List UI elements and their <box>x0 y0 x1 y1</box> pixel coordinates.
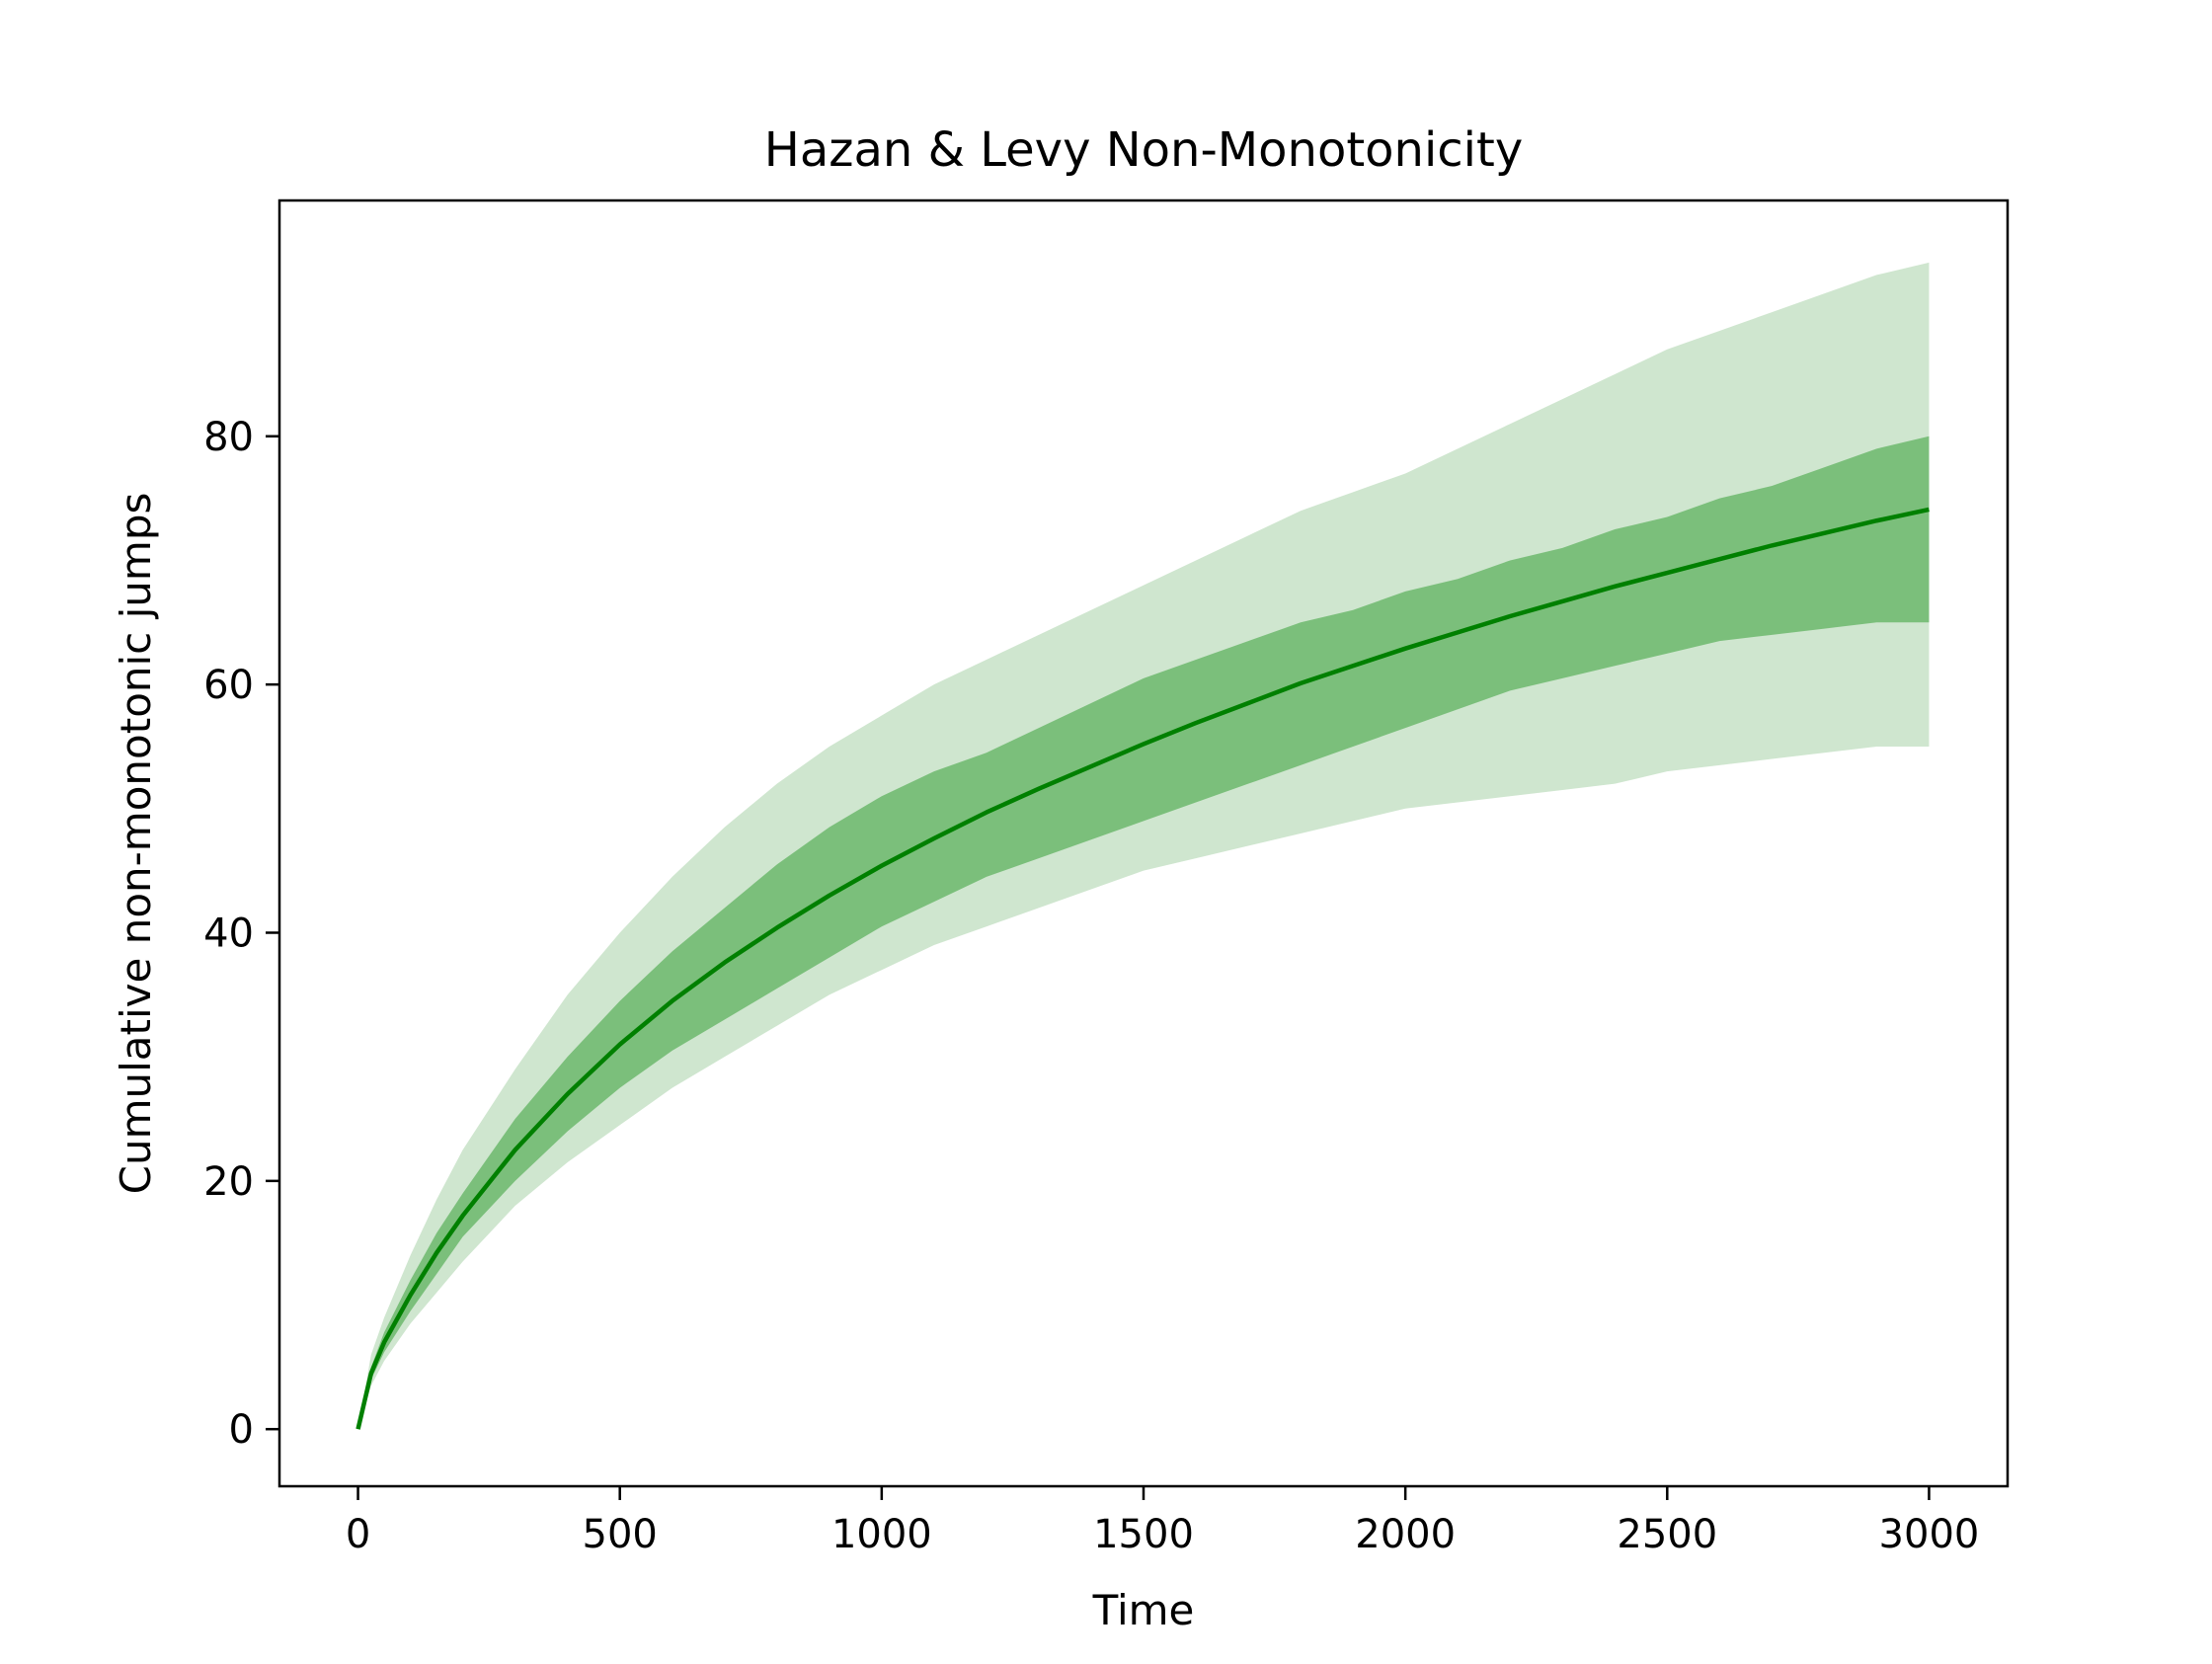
mean-series-line <box>356 507 1930 1430</box>
y-axis-label: Cumulative non-monotonic jumps <box>112 493 160 1195</box>
y-tick-label: 40 <box>203 911 254 956</box>
x-tick-label: 1000 <box>831 1512 932 1557</box>
x-tick-label: 3000 <box>1879 1512 1980 1557</box>
x-tick-label: 2500 <box>1617 1512 1717 1557</box>
series-lines <box>356 507 1930 1430</box>
y-tick-label: 20 <box>203 1159 254 1205</box>
chart-title: Hazan & Levy Non-Monotonicity <box>764 122 1523 178</box>
x-axis-ticks: 0 500 1000 1500 2000 2500 3000 <box>346 1486 1980 1557</box>
y-axis-ticks: 0 20 40 60 80 <box>203 415 279 1453</box>
y-tick-label: 0 <box>229 1407 254 1453</box>
y-tick-label: 60 <box>203 663 254 708</box>
outer-band-area <box>357 262 1930 1430</box>
x-tick-label: 500 <box>583 1512 658 1557</box>
x-tick-label: 0 <box>346 1512 370 1557</box>
confidence-bands <box>357 262 1930 1430</box>
inner-band-area <box>357 436 1930 1430</box>
x-axis-label: Time <box>1092 1586 1195 1634</box>
x-tick-label: 2000 <box>1355 1512 1456 1557</box>
y-tick-label: 80 <box>203 415 254 460</box>
x-tick-label: 1500 <box>1093 1512 1194 1557</box>
